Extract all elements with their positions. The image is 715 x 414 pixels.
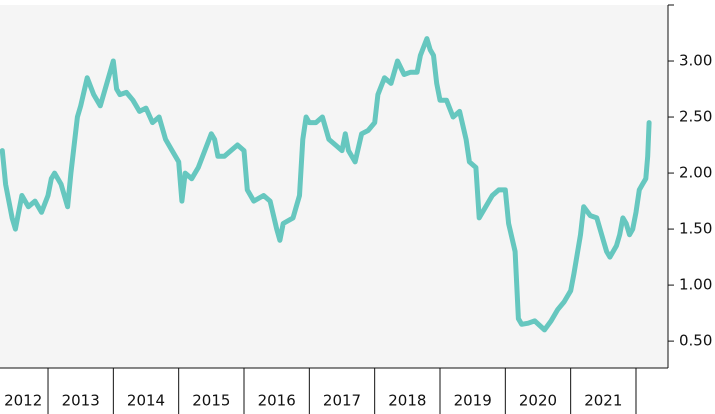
plot-area	[0, 5, 668, 368]
x-tick-label: 2014	[127, 392, 165, 410]
line	[0, 36, 652, 333]
y-tick-label: 0.50	[679, 332, 712, 350]
y-tick-label: 2.00	[679, 164, 712, 182]
x-tick-label: 2021	[584, 392, 622, 410]
x-tick-label: 2020	[519, 392, 557, 410]
y-tick-label: 1.00	[679, 276, 712, 294]
x-tick-label: 2012	[4, 392, 42, 410]
y-tick-label: 1.50	[679, 220, 712, 238]
x-tick-label: 2019	[454, 392, 492, 410]
x-tick-label: 2015	[192, 392, 230, 410]
x-tick-label: 2018	[388, 392, 426, 410]
x-tick-label: 2016	[258, 392, 296, 410]
y-tick-label: 2.50	[679, 108, 712, 126]
x-tick-label: 2013	[62, 392, 100, 410]
y-tick-label: 3.00	[679, 52, 712, 70]
x-tick-label: 2017	[323, 392, 361, 410]
